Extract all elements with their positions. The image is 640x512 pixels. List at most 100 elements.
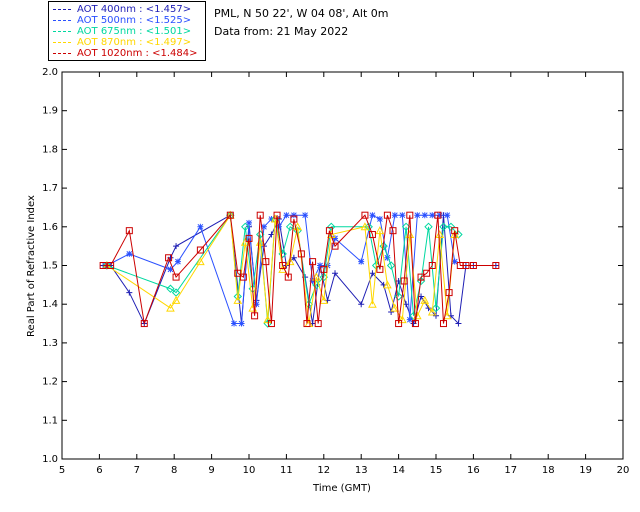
y-tick-label: 1.7	[42, 183, 58, 194]
data-point	[317, 262, 324, 269]
data-point	[375, 226, 385, 235]
data-point	[320, 265, 328, 273]
data-point	[398, 315, 407, 324]
y-tick-label: 1.6	[42, 222, 58, 233]
legend-label: AOT 870nm : <1.497>	[77, 37, 192, 48]
data-point	[165, 254, 173, 262]
data-point	[428, 262, 436, 269]
data-point	[417, 273, 425, 281]
date-info: Data from: 21 May 2022	[214, 25, 349, 38]
data-point	[358, 258, 365, 265]
data-point	[369, 270, 376, 277]
legend-swatch	[53, 8, 71, 10]
plot-frame	[61, 71, 624, 460]
x-axis-label: Time (GMT)	[312, 483, 371, 494]
data-point	[420, 295, 430, 304]
x-tick-label: 10	[243, 465, 256, 476]
data-point	[314, 320, 322, 328]
data-point	[126, 289, 133, 296]
data-point	[284, 273, 292, 281]
legend-item-400nm: AOT 400nm : <1.457>	[53, 4, 191, 15]
data-point	[174, 258, 181, 265]
data-point	[376, 265, 384, 273]
legend-item-500nm: AOT 500nm : <1.525>	[53, 15, 191, 26]
data-point	[273, 211, 281, 219]
data-point	[361, 211, 369, 219]
data-point	[285, 222, 295, 232]
y-axis-label: Real Part of Refractive Index	[26, 195, 37, 337]
data-point	[226, 211, 234, 219]
data-point	[412, 311, 422, 320]
legend-label: AOT 500nm : <1.525>	[77, 15, 192, 26]
x-tick-label: 14	[392, 465, 405, 476]
legend-swatch	[53, 19, 71, 21]
data-point	[462, 262, 470, 269]
y-tick-label: 1.5	[42, 261, 58, 272]
data-point	[239, 273, 247, 281]
data-point	[332, 235, 339, 242]
legend-item-675nm: AOT 675nm : <1.501>	[53, 26, 191, 37]
data-point	[442, 311, 452, 320]
data-point	[400, 277, 408, 285]
y-tick-label: 1.0	[42, 454, 58, 465]
series-aot-870nm	[102, 210, 460, 328]
data-point	[433, 312, 439, 319]
y-tick-label: 1.1	[42, 415, 58, 426]
data-point	[253, 301, 260, 308]
x-tick-label: 15	[430, 465, 443, 476]
data-point	[268, 231, 275, 238]
data-point	[451, 258, 458, 265]
legend-swatch	[53, 52, 71, 54]
legend-label: AOT 675nm : <1.501>	[77, 26, 192, 37]
data-point	[451, 227, 459, 235]
x-tick-label: 11	[280, 465, 293, 476]
data-point	[360, 222, 370, 231]
data-point	[394, 292, 403, 301]
x-tick-label: 20	[617, 465, 630, 476]
data-point	[383, 211, 391, 219]
series-line	[106, 213, 459, 324]
data-point	[251, 312, 259, 320]
data-point	[302, 212, 309, 219]
data-point	[297, 250, 305, 258]
data-point	[245, 234, 253, 242]
data-point	[435, 229, 445, 239]
data-point	[383, 280, 392, 289]
data-point	[283, 212, 290, 219]
data-point	[311, 272, 321, 281]
data-point	[388, 308, 395, 315]
x-tick-label: 7	[134, 465, 140, 476]
site-info: PML, N 50 22', W 04 08', Alt 0m	[214, 7, 389, 20]
data-point	[450, 229, 460, 239]
data-point	[290, 215, 298, 223]
data-point	[240, 237, 250, 246]
series-line	[103, 214, 496, 326]
data-point	[424, 222, 433, 232]
data-point	[171, 295, 181, 304]
legend-swatch	[53, 41, 71, 43]
data-point	[267, 320, 275, 328]
data-point	[290, 212, 297, 219]
data-point	[196, 257, 205, 266]
data-point	[233, 295, 243, 304]
data-point	[167, 266, 174, 273]
data-point	[231, 320, 238, 327]
data-point	[256, 211, 264, 219]
data-point	[140, 320, 148, 328]
data-point	[436, 212, 443, 219]
data-point	[492, 262, 500, 269]
data-point	[389, 227, 397, 235]
data-point	[332, 270, 339, 277]
series-line	[106, 213, 456, 324]
data-point	[368, 299, 377, 308]
series-layer	[99, 210, 500, 328]
data-point	[238, 320, 245, 327]
data-point	[384, 254, 391, 261]
data-point	[275, 223, 282, 230]
y-tick-label: 1.2	[42, 377, 58, 388]
x-tick-label: 19	[579, 465, 592, 476]
data-point	[262, 258, 270, 266]
data-point	[241, 222, 250, 232]
data-point	[325, 227, 333, 235]
